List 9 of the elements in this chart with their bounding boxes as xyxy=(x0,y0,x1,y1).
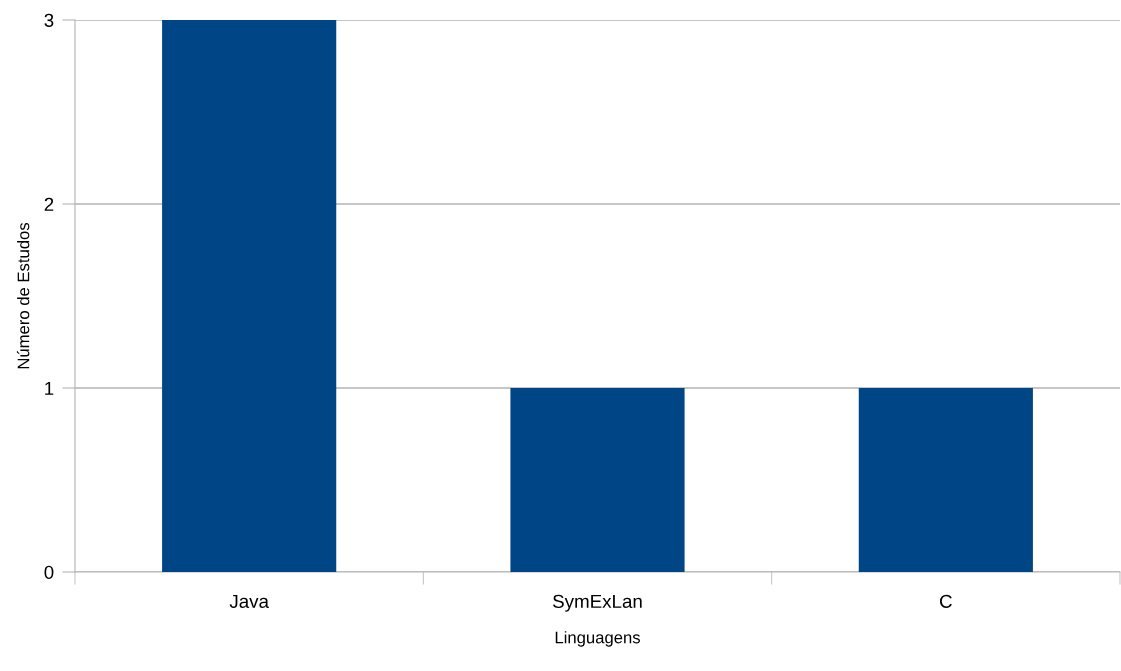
y-tick-label: 1 xyxy=(45,381,54,395)
y-tick-label: 3 xyxy=(44,13,54,27)
y-tick-label: 0 xyxy=(44,565,54,579)
x-axis-title: Linguagens xyxy=(555,631,640,647)
x-tick-label: C xyxy=(940,594,952,608)
x-tick-label: SymExLan xyxy=(553,594,642,612)
y-axis-title: Número de Estudos xyxy=(16,222,30,369)
x-tick-label: Java xyxy=(229,594,269,608)
y-tick-label: 2 xyxy=(44,197,54,211)
